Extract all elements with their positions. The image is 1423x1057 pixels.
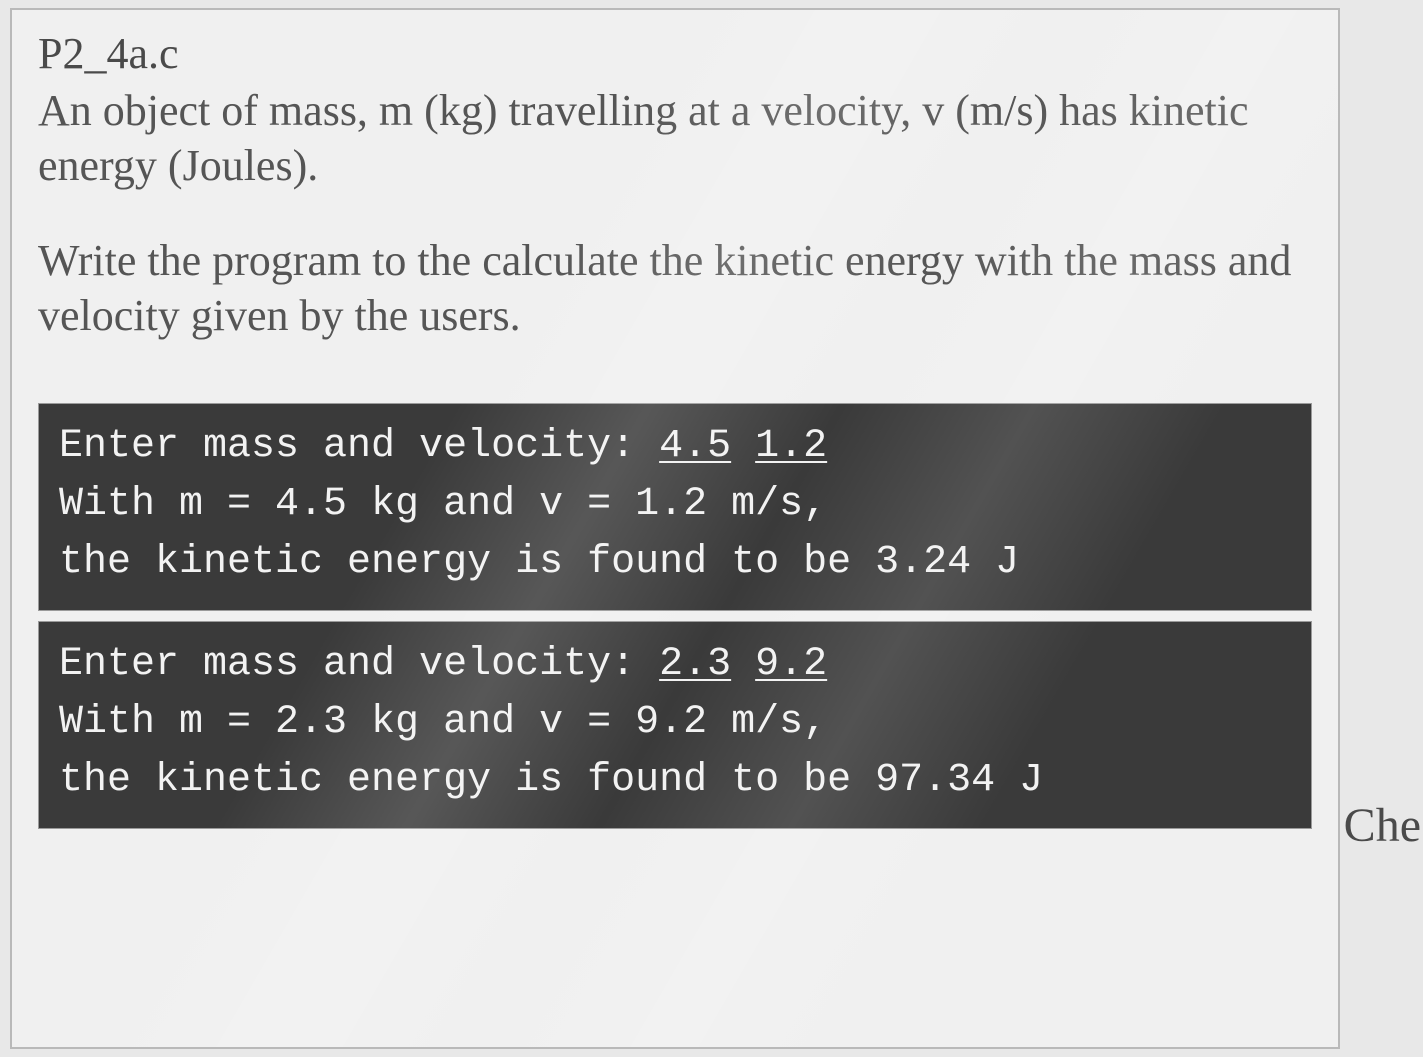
output-line: With m = 2.3 kg and v = 9.2 m/s,	[59, 700, 827, 745]
cutoff-text-fragment: Che	[1344, 798, 1421, 853]
user-input-mass: 2.3	[659, 642, 731, 687]
problem-statement-1: An object of mass, m (kg) travelling at …	[38, 83, 1312, 193]
prompt-text: Enter mass and velocity:	[59, 642, 659, 687]
example-output-2: Enter mass and velocity: 2.3 9.2 With m …	[38, 621, 1312, 829]
user-input-velocity: 1.2	[755, 424, 827, 469]
user-input-mass: 4.5	[659, 424, 731, 469]
output-line: the kinetic energy is found to be 97.34 …	[59, 758, 1043, 803]
examples-container: Enter mass and velocity: 4.5 1.2 With m …	[38, 403, 1312, 829]
output-line: With m = 4.5 kg and v = 1.2 m/s,	[59, 482, 827, 527]
question-panel: P2_4a.c An object of mass, m (kg) travel…	[10, 8, 1340, 1049]
example-output-1: Enter mass and velocity: 4.5 1.2 With m …	[38, 403, 1312, 611]
right-cutoff-region: Che	[1340, 8, 1413, 1049]
problem-title: P2_4a.c	[38, 28, 1312, 79]
prompt-text: Enter mass and velocity:	[59, 424, 659, 469]
output-line: the kinetic energy is found to be 3.24 J	[59, 540, 1019, 585]
user-input-velocity: 9.2	[755, 642, 827, 687]
problem-statement-2: Write the program to the calculate the k…	[38, 233, 1312, 343]
